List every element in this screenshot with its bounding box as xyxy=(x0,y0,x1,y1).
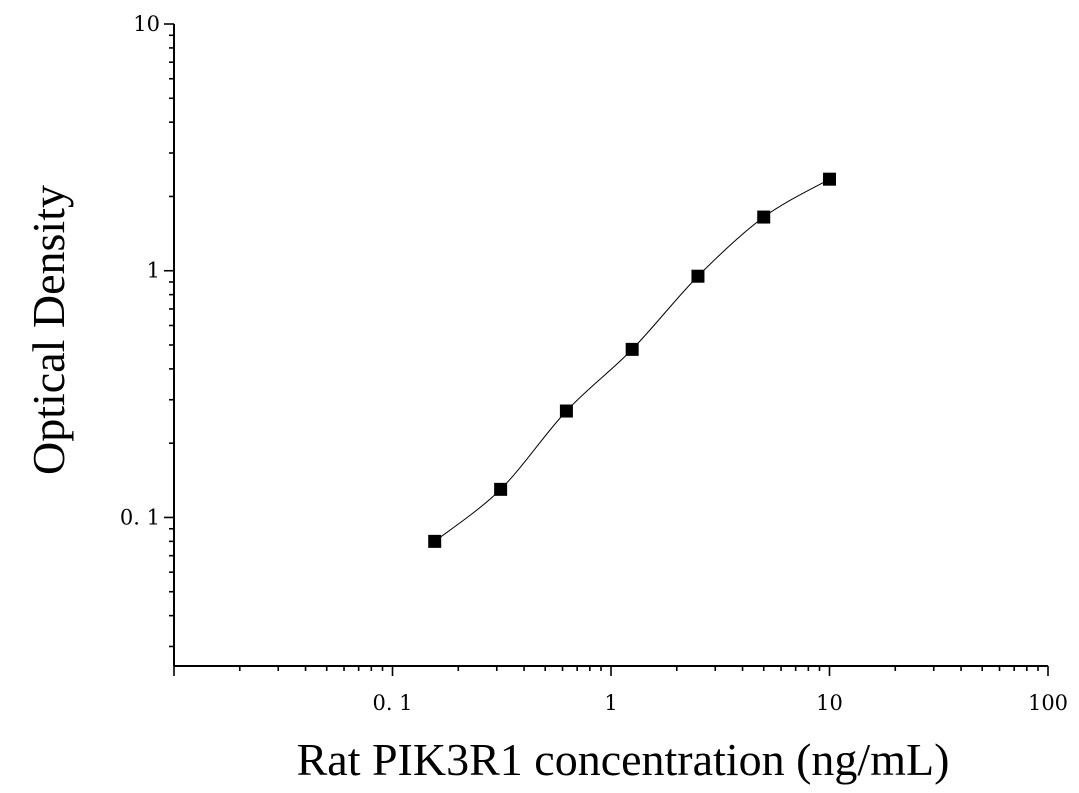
data-point xyxy=(494,482,508,496)
data-point xyxy=(691,269,705,283)
x-tick-label: 0. 1 xyxy=(372,691,412,715)
x-axis: 0. 1 1 10 100 xyxy=(173,665,1068,715)
y-tick-label: 1 xyxy=(147,259,160,283)
data-point xyxy=(559,404,573,418)
y-tick-label: 0. 1 xyxy=(120,505,160,529)
x-axis-title: Rat PIK3R1 concentration (ng/mL) xyxy=(297,734,950,785)
x-tick-label: 1 xyxy=(604,691,617,715)
data-point xyxy=(428,534,442,548)
x-tick-label: 10 xyxy=(816,691,843,715)
plot-area xyxy=(428,172,836,548)
x-tick-label: 100 xyxy=(1028,691,1068,715)
y-axis-title: Optical Density xyxy=(23,185,74,475)
y-axis: 0. 1 1 10 xyxy=(120,12,175,666)
data-point xyxy=(625,342,639,356)
y-tick-label: 10 xyxy=(133,12,160,36)
data-point xyxy=(823,172,836,186)
fit-curve xyxy=(434,178,830,542)
data-point xyxy=(757,210,771,224)
